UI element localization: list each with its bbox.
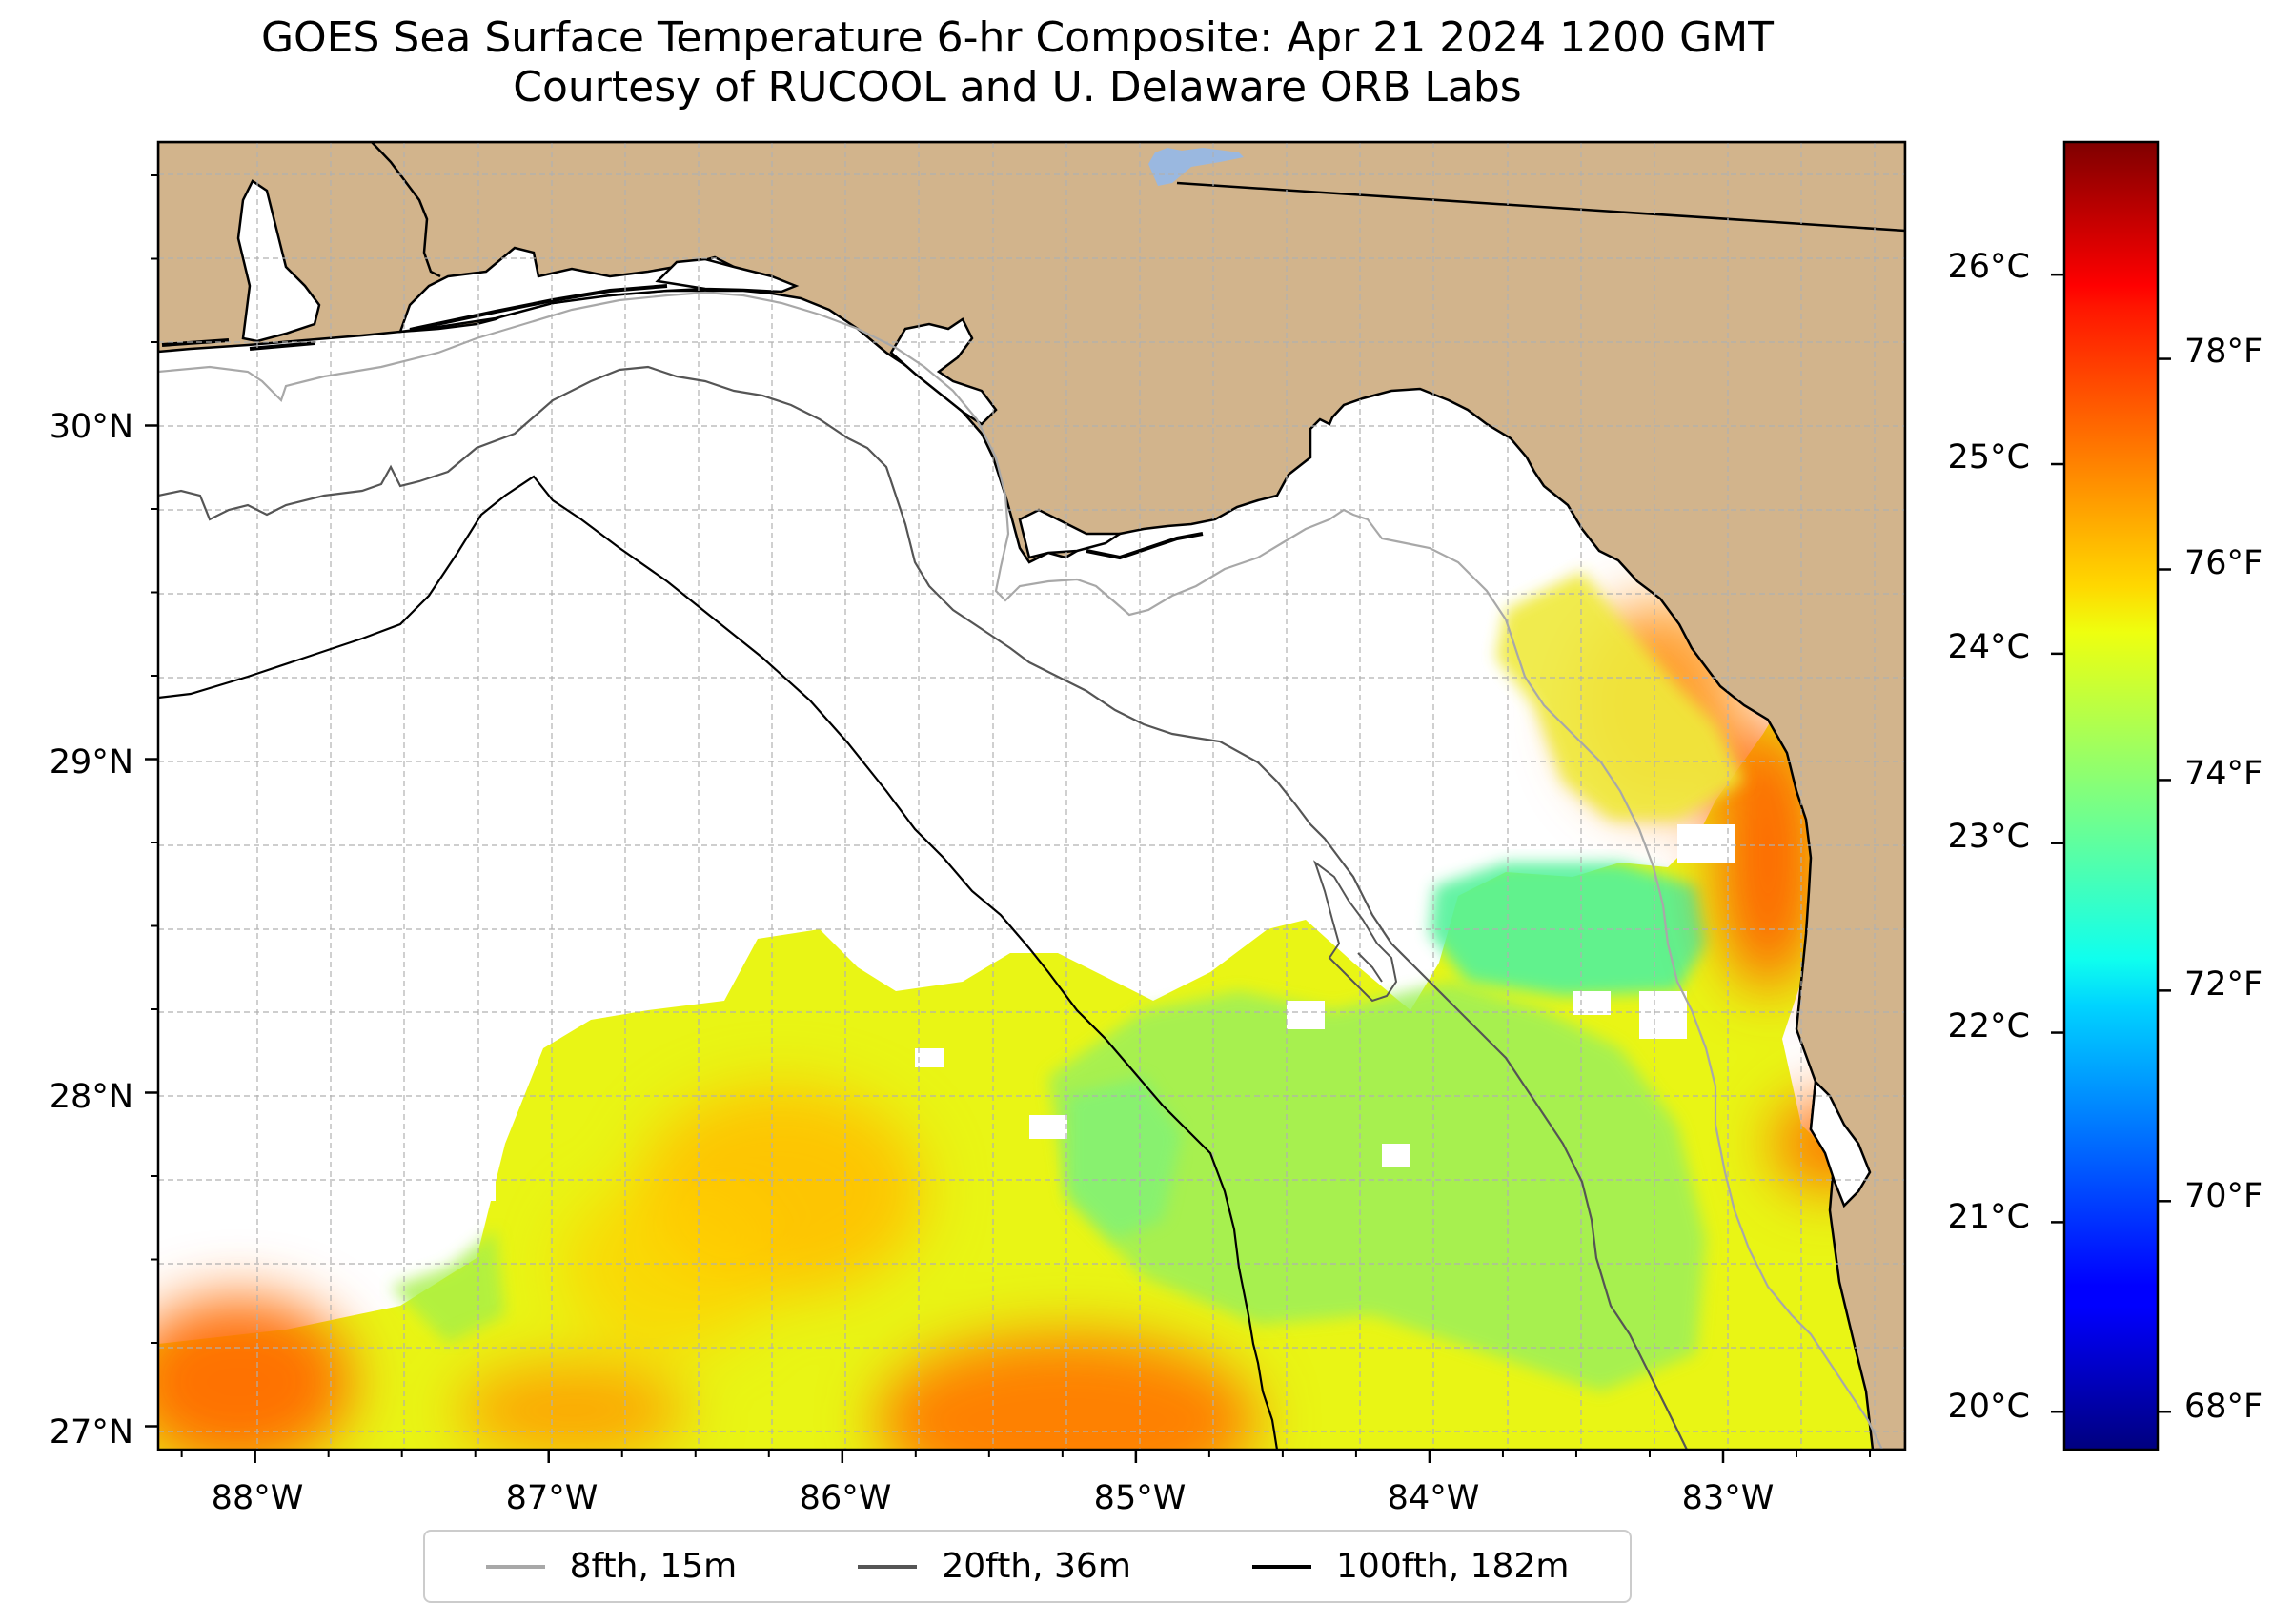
sst-field-west-green xyxy=(391,1229,505,1344)
celsius-tick-label: 22°C xyxy=(1948,1007,2030,1045)
chart-title: GOES Sea Surface Temperature 6-hr Compos… xyxy=(0,13,2035,112)
celsius-tick-label: 21°C xyxy=(1948,1198,2030,1236)
lon-tick-label: 85°W xyxy=(1094,1479,1187,1517)
lon-tick-label: 87°W xyxy=(506,1479,599,1517)
lat-tick-label: 28°N xyxy=(50,1078,133,1116)
fahrenheit-tick-label: 72°F xyxy=(2184,965,2263,1004)
lat-axis: 27°N 28°N 29°N 30°N xyxy=(50,174,158,1451)
bay-choctawhatchee xyxy=(655,257,800,294)
legend-label: 20fth, 36m xyxy=(942,1547,1131,1586)
legend-item-8fth: 8fth, 15m xyxy=(485,1547,738,1586)
sst-field-cool-patch xyxy=(1430,863,1706,996)
sst-field-cool-core xyxy=(1067,1077,1182,1239)
barrier-island xyxy=(161,284,668,351)
legend-swatch xyxy=(485,1564,545,1569)
lat-tick-label: 29°N xyxy=(50,743,133,782)
celsius-tick-label: 20°C xyxy=(1948,1388,2030,1426)
fahrenheit-tick-label: 76°F xyxy=(2184,544,2263,582)
legend-item-100fth: 100fth, 182m xyxy=(1252,1547,1569,1586)
legend-item-20fth: 20fth, 36m xyxy=(858,1547,1131,1586)
celsius-tick-label: 26°C xyxy=(1948,248,2030,286)
fahrenheit-tick-label: 70°F xyxy=(2184,1177,2263,1215)
celsius-tick-label: 24°C xyxy=(1948,628,2030,666)
bay-tampa xyxy=(1809,1079,1872,1208)
colorbar-gradient xyxy=(2062,140,2160,1451)
colorbar: 20°C 21°C 22°C 23°C 24°C 25°C 26°C 68°F … xyxy=(1948,140,2263,1451)
lat-tick-label: 27°N xyxy=(50,1413,133,1451)
coast-inland-line xyxy=(371,142,441,278)
legend-label: 100fth, 182m xyxy=(1336,1547,1570,1586)
title-line-2: Courtesy of RUCOOL and U. Delaware ORB L… xyxy=(513,63,1522,112)
bay-apalachicola xyxy=(1018,508,1125,559)
celsius-tick-label: 23°C xyxy=(1948,818,2030,856)
fahrenheit-tick-label: 74°F xyxy=(2184,755,2263,793)
state-border xyxy=(1176,181,1905,233)
sst-field-holes xyxy=(477,824,1735,1201)
lat-tick-label: 30°N xyxy=(50,408,133,446)
legend-swatch xyxy=(858,1564,918,1569)
isobath-20fth-islands xyxy=(1313,860,1398,1003)
map-frame xyxy=(156,140,1907,1451)
bay-mobile xyxy=(236,179,321,343)
fahrenheit-tick-label: 68°F xyxy=(2184,1388,2263,1426)
isobath-legend: 8fth, 15m 20fth, 36m 100fth, 182m xyxy=(423,1530,1632,1603)
gridlines xyxy=(158,142,1905,1450)
map-area xyxy=(158,142,1905,1450)
legend-swatch xyxy=(1252,1564,1312,1569)
lon-tick-label: 83°W xyxy=(1682,1479,1775,1517)
celsius-tick-label: 25°C xyxy=(1948,438,2030,477)
lon-tick-label: 84°W xyxy=(1388,1479,1480,1517)
isobath-20fth xyxy=(158,365,1688,1450)
barrier-island-east xyxy=(1086,532,1204,560)
lon-tick-label: 88°W xyxy=(212,1479,304,1517)
lon-axis: 88°W 87°W 86°W 85°W 84°W 83°W xyxy=(180,1450,1872,1517)
lon-tick-label: 86°W xyxy=(800,1479,892,1517)
lake xyxy=(1148,148,1244,186)
sst-field-big-bend xyxy=(1496,572,1744,820)
legend-label: 8fth, 15m xyxy=(569,1547,738,1586)
fahrenheit-tick-label: 78°F xyxy=(2184,333,2263,371)
isobath-100fth xyxy=(158,475,1279,1450)
title-line-1: GOES Sea Surface Temperature 6-hr Compos… xyxy=(260,13,1775,62)
isobath-8fth xyxy=(158,291,1883,1450)
bay-panama-city xyxy=(889,317,998,426)
